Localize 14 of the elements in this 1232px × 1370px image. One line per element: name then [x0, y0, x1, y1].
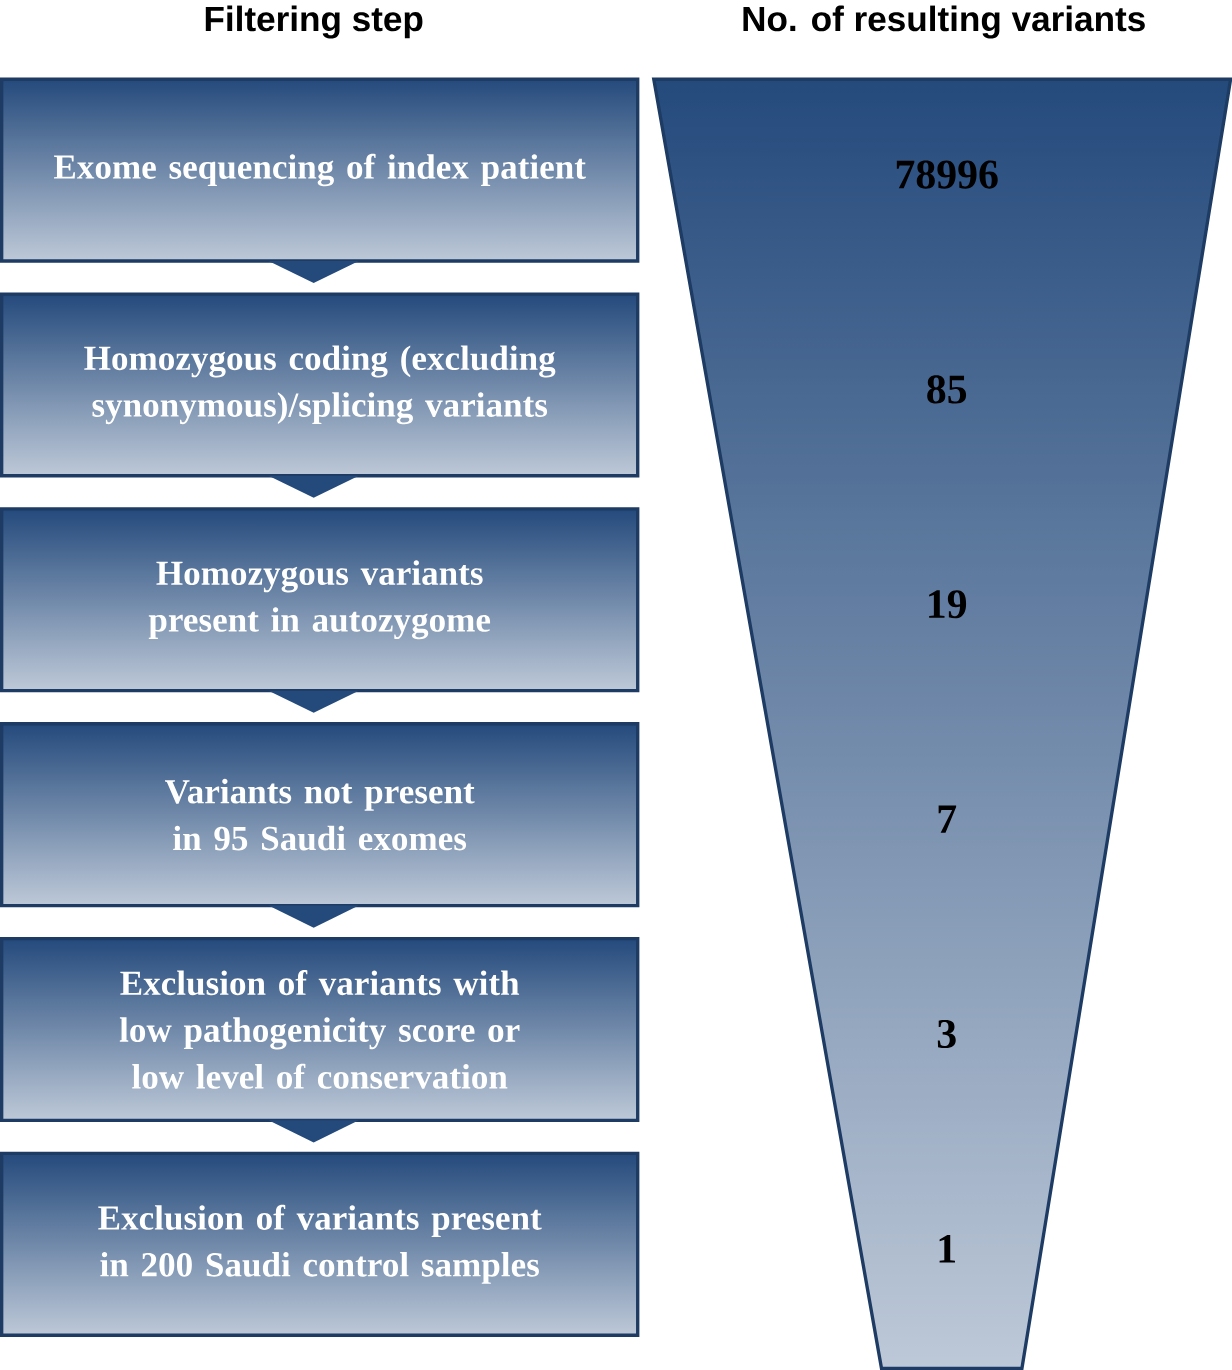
data-label: 85: [927, 375, 966, 404]
data-label: 19: [929, 590, 966, 619]
data-label: 78996: [896, 160, 998, 189]
data-label: 1: [939, 1234, 955, 1263]
text: No. of resulting variants: [743, 5, 1145, 39]
category-label: Homozygous variants present in autozygome: [148, 560, 490, 640]
text: Filtering step: [205, 5, 423, 39]
data-label: 3: [937, 1019, 956, 1049]
category-label: Exome sequencing of index patient: [53, 153, 586, 187]
category-label: Exclusion of variants with low pathogenicity score or low level of conservation: [119, 970, 520, 1089]
category-label: Variants not present in 95 Saudi exomes: [164, 778, 475, 851]
data-label: 7: [938, 805, 956, 833]
category-label: Exclusion of variants present in 200 Saudi control samples: [98, 1204, 542, 1284]
category-label: Homozygous coding (excluding synonymous)/splicing variants: [84, 345, 556, 425]
